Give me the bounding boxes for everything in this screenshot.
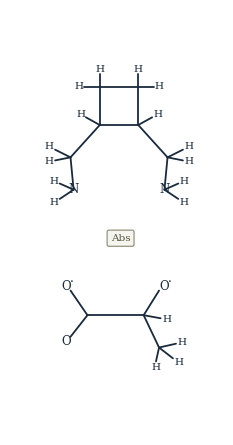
Text: N: N	[69, 183, 79, 196]
Text: ·: ·	[168, 276, 172, 289]
Text: H: H	[50, 177, 59, 186]
Text: H: H	[45, 142, 53, 151]
Text: H: H	[151, 363, 161, 372]
Text: H: H	[76, 110, 85, 119]
Text: O: O	[61, 335, 71, 348]
Text: H: H	[134, 65, 143, 74]
Text: H: H	[178, 338, 187, 347]
Text: H: H	[75, 82, 83, 91]
Text: H: H	[162, 316, 171, 324]
Text: H: H	[185, 142, 194, 151]
Text: H: H	[179, 177, 188, 186]
Text: O: O	[61, 280, 71, 293]
Text: O: O	[159, 280, 168, 293]
Text: H: H	[95, 65, 104, 74]
FancyBboxPatch shape	[107, 230, 134, 246]
Text: Abs: Abs	[111, 234, 130, 243]
Text: H: H	[50, 198, 59, 207]
Text: H: H	[154, 82, 164, 91]
Text: H: H	[175, 358, 184, 368]
Text: N: N	[159, 183, 170, 196]
Text: H: H	[153, 110, 162, 119]
Text: H: H	[45, 158, 53, 166]
Text: H: H	[179, 198, 188, 207]
Text: H: H	[185, 158, 194, 166]
Text: ·: ·	[70, 276, 74, 289]
